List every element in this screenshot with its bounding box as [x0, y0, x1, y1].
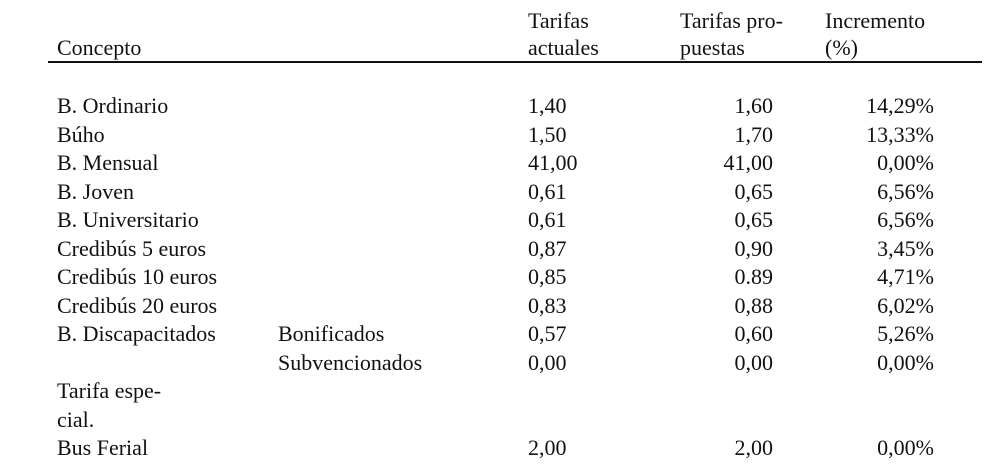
- cell-incremento: 6,02%: [877, 293, 934, 318]
- cell-incremento: 4,71%: [877, 264, 934, 289]
- header-incremento-line2: (%): [825, 35, 858, 60]
- cell-concepto: B. Mensual: [57, 150, 159, 175]
- cell-tarifa-actual: 0,61: [528, 179, 567, 204]
- header-tarifas-actuales-line1: Tarifas: [528, 8, 589, 33]
- cell-tarifa-actual: 2,00: [528, 435, 567, 460]
- cell-incremento: 0,00%: [877, 350, 934, 375]
- cell-tarifa-actual: 0,61: [528, 207, 567, 232]
- cell-tarifa-propuesta: 1,60: [734, 93, 774, 118]
- cell-tarifa-propuesta: 0,65: [734, 207, 774, 232]
- cell-subconcepto: Bonificados: [278, 321, 385, 346]
- cell-concepto: B. Discapacitados: [57, 321, 216, 346]
- cell-tarifa-actual: 0,87: [528, 236, 567, 261]
- cell-incremento: 14,29%: [866, 93, 934, 118]
- cell-concepto: Búho: [57, 122, 105, 147]
- cell-concepto: B. Universitario: [57, 207, 199, 232]
- cell-tarifa-actual: 0,57: [528, 321, 567, 346]
- cell-incremento: 5,26%: [877, 321, 934, 346]
- cell-tarifa-propuesta: 41,00: [723, 150, 774, 175]
- cell-incremento: 0,00%: [877, 150, 934, 175]
- header-rule: [48, 61, 982, 63]
- cell-tarifa-propuesta: 0.89: [734, 264, 774, 289]
- cell-incremento: 0,00%: [877, 435, 934, 460]
- header-incremento-line1: Incremento: [825, 8, 926, 33]
- cell-concepto: B. Joven: [57, 179, 134, 204]
- cell-tarifa-propuesta: 0,88: [734, 293, 774, 318]
- cell-concepto: Bus Ferial: [57, 435, 149, 460]
- cell-tarifa-actual: 1,50: [528, 122, 567, 147]
- cell-tarifa-actual: 41,00: [528, 150, 578, 175]
- header-tarifas-propuestas-line1: Tarifas pro-: [680, 8, 783, 33]
- cell-tarifa-propuesta: 0,60: [734, 321, 774, 346]
- cell-incremento: 13,33%: [866, 122, 934, 147]
- cell-incremento: 6,56%: [877, 207, 934, 232]
- cell-subconcepto: Subvencionados: [278, 350, 423, 375]
- cell-concepto: Credibús 10 euros: [57, 264, 218, 289]
- cell-tarifa-propuesta: 0,90: [734, 236, 774, 261]
- cell-tarifa-propuesta: 0,00: [734, 350, 774, 375]
- cell-concepto: Credibús 5 euros: [57, 236, 207, 261]
- cell-concepto: Credibús 20 euros: [57, 293, 218, 318]
- cell-tarifa-propuesta: 2,00: [734, 435, 774, 460]
- cell-concepto: B. Ordinario: [57, 93, 169, 118]
- cell-incremento: 6,56%: [877, 179, 934, 204]
- cell-incremento: 3,45%: [877, 236, 934, 261]
- header-tarifas-actuales-line2: actuales: [528, 35, 599, 60]
- header-concepto: Concepto: [57, 35, 142, 60]
- cell-tarifa-actual: 1,40: [528, 93, 567, 118]
- cell-concepto: Tarifa espe-: [57, 378, 162, 403]
- cell-tarifa-propuesta: 1,70: [734, 122, 774, 147]
- cell-tarifa-actual: 0,85: [528, 264, 567, 289]
- cell-tarifa-propuesta: 0,65: [734, 179, 774, 204]
- cell-tarifa-actual: 0,83: [528, 293, 567, 318]
- header-tarifas-propuestas-line2: puestas: [680, 35, 745, 60]
- cell-concepto: cial.: [57, 407, 95, 432]
- cell-tarifa-actual: 0,00: [528, 350, 567, 375]
